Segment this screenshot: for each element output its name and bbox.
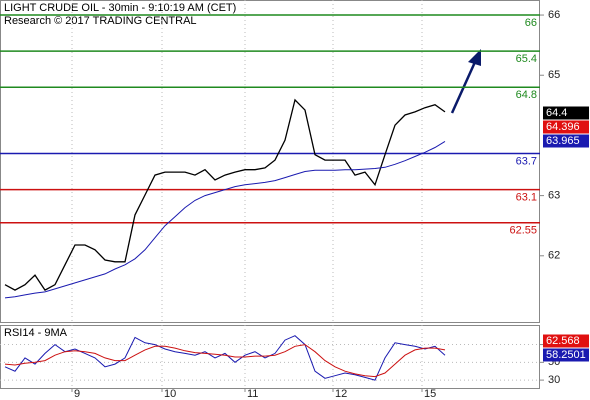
trend-arrow: [450, 49, 481, 114]
level-label: 66: [525, 17, 537, 29]
price-tag-box: [543, 334, 589, 348]
price-tag-label: 62.568: [546, 335, 580, 347]
y-tick-label: 66: [548, 9, 560, 21]
x-tick-label: 10: [164, 388, 176, 400]
price-tag-label: 63.965: [546, 135, 580, 147]
series-line: [4, 98, 446, 291]
price-panel: [0, 0, 540, 323]
rsi-panel: [0, 325, 540, 389]
price-tag-label: 64.4: [546, 107, 567, 119]
y-tick-label: 62: [548, 250, 560, 262]
level-label: 64.8: [516, 89, 537, 101]
level-label: 63.7: [516, 155, 537, 167]
x-tick-label: 11: [247, 388, 258, 400]
rsi-title: RSI14 - 9MA: [4, 327, 68, 339]
series-line: [4, 140, 446, 299]
price-tag-box: [543, 134, 589, 148]
level-label: 62.55: [509, 225, 537, 237]
x-tick-label: 12: [335, 388, 347, 400]
series-line: [4, 344, 446, 378]
price-tag-box: [543, 348, 589, 362]
level-label: 63.1: [516, 191, 537, 203]
y-tick-label: 30: [548, 374, 560, 386]
chart-subtitle: Research © 2017 TRADING CENTRAL: [4, 15, 197, 27]
x-tick-label: 9: [74, 388, 80, 400]
price-tag-label: 58.2501: [546, 349, 586, 361]
x-tick-label: 15: [424, 388, 436, 400]
price-tag-box: [543, 106, 589, 120]
y-tick-label: 63: [548, 190, 560, 202]
series-line: [4, 335, 446, 381]
chart-title: LIGHT CRUDE OIL - 30min - 9:10:19 AM (CE…: [4, 2, 236, 14]
y-tick-label: 65: [548, 69, 560, 81]
price-tag-label: 64.396: [546, 121, 580, 133]
price-tag-box: [543, 120, 589, 134]
level-label: 65.4: [516, 53, 537, 65]
